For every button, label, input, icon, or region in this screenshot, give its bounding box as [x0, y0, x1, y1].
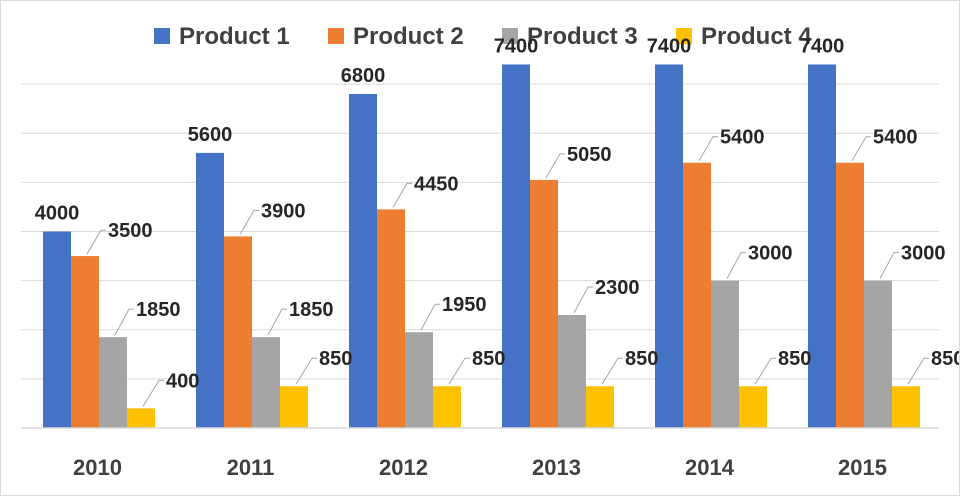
data-label-product-1-2015: 7400	[800, 35, 845, 57]
bar-product-2-2013	[530, 179, 558, 428]
leader-line	[295, 357, 317, 385]
bar-product-1-2013	[502, 64, 530, 428]
bar-product-3-2013	[558, 315, 586, 428]
bar-product-3-2011	[252, 337, 280, 428]
legend-item-product-3: Product 3	[502, 23, 638, 50]
bar-product-4-2013	[586, 386, 614, 428]
legend-item-product-1: Product 1	[154, 23, 290, 50]
legend-label: Product 3	[527, 23, 638, 50]
data-label-product-1-2013: 7400	[494, 35, 539, 57]
data-label-product-3-2015: 3000	[901, 243, 946, 265]
data-label-product-4-2015: 850	[931, 348, 959, 370]
data-label-product-4-2014: 850	[778, 348, 811, 370]
legend-label: Product 4	[701, 23, 812, 50]
data-label-product-3-2014: 3000	[748, 243, 793, 265]
x-tick-label-2014: 2014	[685, 455, 735, 480]
bar-product-2-2012	[377, 209, 405, 428]
data-label-product-2-2014: 5400	[720, 127, 765, 149]
x-tick-label-2013: 2013	[532, 455, 581, 480]
bar-product-3-2014	[711, 280, 739, 428]
data-label-product-1-2012: 6800	[341, 65, 386, 87]
legend-label: Product 1	[179, 23, 290, 50]
data-label-product-4-2012: 850	[472, 348, 505, 370]
data-label-product-3-2013: 2300	[595, 277, 640, 299]
leader-line	[754, 357, 776, 385]
leader-line	[698, 136, 718, 161]
leader-line	[448, 357, 470, 385]
bars	[43, 64, 920, 428]
data-label-product-3-2012: 1950	[442, 294, 487, 316]
bar-product-1-2012	[349, 93, 377, 428]
leader-line	[267, 308, 287, 336]
x-tick-label-2010: 2010	[73, 455, 122, 480]
bar-product-4-2014	[739, 386, 767, 428]
leader-line	[420, 303, 440, 331]
data-label-product-3-2011: 1850	[289, 299, 334, 321]
bar-product-3-2015	[864, 280, 892, 428]
leader-line	[239, 209, 259, 235]
data-label-product-2-2013: 5050	[567, 144, 612, 166]
leader-line	[851, 136, 871, 161]
legend-swatch	[676, 28, 692, 44]
legend-swatch	[328, 28, 344, 44]
leader-line	[86, 229, 106, 255]
leader-line	[573, 286, 593, 314]
data-label-product-4-2013: 850	[625, 348, 658, 370]
bar-product-4-2011	[280, 386, 308, 428]
data-label-product-2-2011: 3900	[261, 200, 306, 222]
leader-line	[907, 357, 929, 385]
x-tick-label-2011: 2011	[227, 455, 275, 480]
data-label-product-3-2010: 1850	[136, 299, 181, 321]
gridlines	[21, 83, 939, 380]
bar-product-2-2010	[71, 256, 99, 428]
bar-product-1-2014	[655, 64, 683, 428]
legend-item-product-2: Product 2	[328, 23, 464, 50]
x-tick-label-2015: 2015	[838, 455, 887, 480]
leader-line	[601, 357, 623, 385]
bar-product-1-2010	[43, 231, 71, 428]
data-label-product-2-2012: 4450	[414, 173, 459, 195]
data-labels: 4000 3500 1850 400 5600 3900 1850 850 6800 4450 19…	[35, 35, 959, 392]
leader-line	[726, 252, 746, 279]
legend-item-product-4: Product 4	[676, 23, 812, 50]
bar-product-4-2010	[127, 408, 155, 428]
leader-line	[879, 252, 899, 279]
data-label-product-2-2010: 3500	[108, 220, 153, 242]
bar-product-2-2011	[224, 236, 252, 428]
data-label-product-2-2015: 5400	[873, 127, 918, 149]
leader-line	[392, 182, 412, 208]
legend: Product 1 Product 2 Product 3 Product 4	[154, 23, 812, 50]
data-label-product-1-2011: 5600	[188, 124, 233, 146]
bar-product-1-2011	[196, 152, 224, 428]
bar-product-1-2015	[808, 64, 836, 428]
x-tick-label-2012: 2012	[379, 455, 428, 480]
bar-product-4-2015	[892, 386, 920, 428]
bar-product-3-2012	[405, 332, 433, 428]
leader-line	[114, 308, 134, 336]
legend-label: Product 2	[353, 23, 464, 50]
x-axis: 2010 2011 2012 2013 2014 2015	[21, 427, 939, 480]
label-leader-lines	[86, 136, 929, 407]
data-label-product-4-2011: 850	[319, 348, 352, 370]
data-label-product-1-2014: 7400	[647, 35, 692, 57]
leader-line	[142, 379, 164, 407]
data-label-product-1-2010: 4000	[35, 203, 80, 225]
data-label-product-4-2010: 400	[166, 370, 199, 392]
legend-swatch	[154, 28, 170, 44]
bar-product-3-2010	[99, 337, 127, 428]
bar-product-2-2015	[836, 162, 864, 428]
bar-product-4-2012	[433, 386, 461, 428]
legend-swatch	[502, 28, 518, 44]
bar-product-2-2014	[683, 162, 711, 428]
leader-line	[545, 153, 565, 179]
